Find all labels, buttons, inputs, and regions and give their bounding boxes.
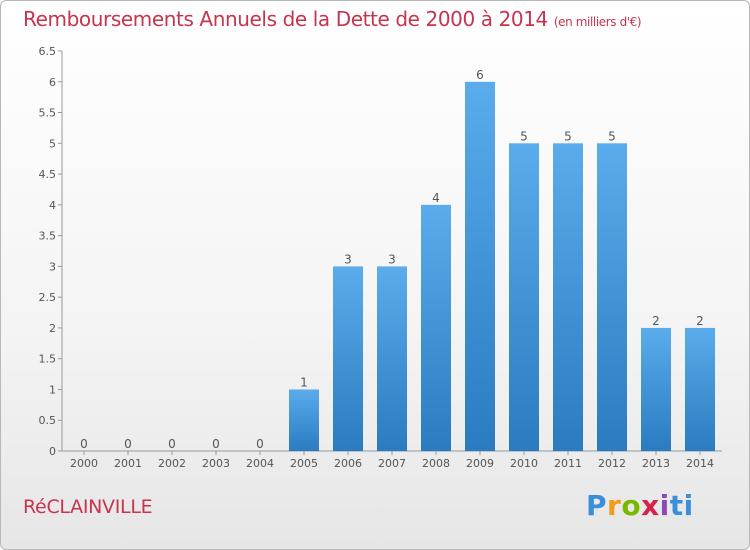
x-tick-label: 2011	[554, 457, 582, 470]
bar	[465, 81, 495, 452]
data-label: 0	[124, 437, 132, 451]
data-label: 0	[80, 437, 88, 451]
x-tick-label: 2012	[598, 457, 626, 470]
x-tick-label: 2004	[246, 457, 274, 470]
bar-chart: 00.511.522.533.544.555.566.5 20000200102…	[39, 45, 722, 470]
bar	[553, 143, 583, 452]
x-tick-label: 2003	[202, 457, 230, 470]
proxiti-logo: Proxiti	[586, 489, 694, 522]
y-tick-label: 1	[49, 383, 56, 396]
title-unit: (en milliers d'€)	[553, 15, 642, 29]
data-label: 5	[520, 129, 528, 143]
bar	[509, 143, 539, 452]
x-tick-label: 2000	[70, 457, 98, 470]
bar	[641, 327, 671, 451]
chart-title: Remboursements Annuels de la Dette de 20…	[23, 7, 642, 31]
bar	[333, 266, 363, 451]
x-tick-label: 2005	[290, 457, 318, 470]
data-label: 2	[652, 314, 660, 328]
y-tick-label: 0.5	[39, 414, 57, 427]
title-text: Remboursements Annuels de la Dette de 20…	[23, 7, 548, 31]
y-tick-label: 6.5	[39, 45, 57, 58]
x-tick-label: 2001	[114, 457, 142, 470]
bar	[421, 204, 451, 451]
y-tick-label: 3.5	[39, 230, 57, 243]
commune-name: RéCLAINVILLE	[23, 496, 153, 518]
data-label: 4	[432, 191, 440, 205]
data-label: 6	[476, 68, 484, 82]
x-tick-label: 2010	[510, 457, 538, 470]
data-label: 1	[300, 375, 308, 389]
x-tick-label: 2002	[158, 457, 186, 470]
y-tick-label: 2	[49, 322, 56, 335]
x-tick-label: 2008	[422, 457, 450, 470]
y-tick-label: 5.5	[39, 107, 57, 120]
y-tick-label: 2.5	[39, 291, 57, 304]
data-label: 3	[344, 252, 352, 266]
data-label: 3	[388, 252, 396, 266]
data-label: 2	[696, 314, 704, 328]
y-tick-label: 3	[49, 260, 56, 273]
y-tick-label: 6	[49, 76, 56, 89]
x-tick-label: 2014	[686, 457, 714, 470]
x-tick-label: 2006	[334, 457, 362, 470]
data-label: 0	[212, 437, 220, 451]
bar	[289, 389, 319, 451]
x-tick-label: 2009	[466, 457, 494, 470]
y-tick-label: 1.5	[39, 353, 57, 366]
data-label: 0	[168, 437, 176, 451]
data-label: 5	[564, 129, 572, 143]
x-tick-label: 2013	[642, 457, 670, 470]
y-tick-label: 5	[49, 137, 56, 150]
data-label: 5	[608, 129, 616, 143]
data-label: 0	[256, 437, 264, 451]
bar	[377, 266, 407, 451]
y-tick-label: 0	[49, 445, 56, 458]
x-tick-label: 2007	[378, 457, 406, 470]
y-tick-label: 4.5	[39, 168, 57, 181]
bar	[597, 143, 627, 452]
bar	[685, 327, 715, 451]
y-tick-label: 4	[49, 199, 56, 212]
